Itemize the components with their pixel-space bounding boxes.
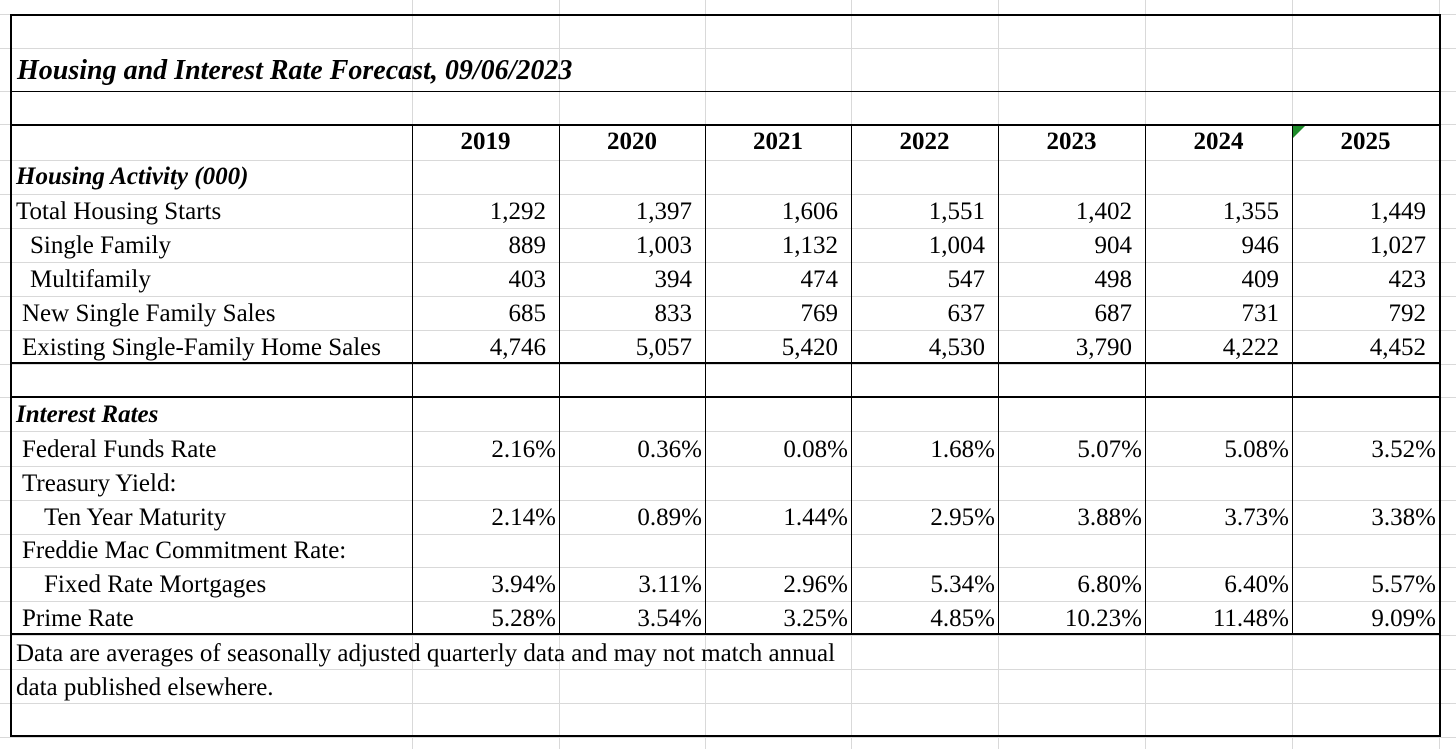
row-label-prime-rate: Prime Rate: [22, 605, 134, 632]
existing-sf-sales-cell-2019[interactable]: 4,746: [489, 334, 546, 361]
total-starts-cell-2019[interactable]: 1,292: [489, 198, 546, 225]
row-label-fed-funds: Federal Funds Rate: [22, 436, 217, 463]
multifamily-cell-2021[interactable]: 474: [800, 266, 839, 293]
new-sf-sales-cell-2024[interactable]: 731: [1241, 300, 1280, 327]
prime-rate-cell-2022[interactable]: 4.85%: [930, 605, 995, 632]
multifamily-cell-2020[interactable]: 394: [654, 266, 693, 293]
new-sf-sales-cell-2022[interactable]: 637: [947, 300, 986, 327]
fed-funds-cell-2025[interactable]: 3.52%: [1371, 436, 1436, 463]
page-title: Housing and Interest Rate Forecast, 09/0…: [17, 55, 573, 86]
row-label-new-sf-sales: New Single Family Sales: [22, 300, 276, 327]
single-family-cell-2019[interactable]: 889: [508, 232, 547, 259]
row-label-existing-sf-sales: Existing Single-Family Home Sales: [22, 334, 382, 361]
ten-year-cell-2021[interactable]: 1.44%: [783, 504, 848, 531]
total-starts-cell-2023[interactable]: 1,402: [1075, 198, 1132, 225]
prime-rate-cell-2021[interactable]: 3.25%: [783, 605, 848, 632]
year-header-2019: 2019: [460, 128, 511, 155]
single-family-cell-2023[interactable]: 904: [1094, 232, 1133, 259]
year-header-2020: 2020: [607, 128, 657, 155]
new-sf-sales-cell-2023[interactable]: 687: [1094, 300, 1133, 327]
ten-year-cell-2024[interactable]: 3.73%: [1224, 504, 1289, 531]
fixed-rate-cell-2023[interactable]: 6.80%: [1077, 571, 1142, 598]
fixed-rate-cell-2022[interactable]: 5.34%: [930, 571, 995, 598]
fed-funds-cell-2022[interactable]: 1.68%: [930, 436, 995, 463]
comment-indicator-icon[interactable]: [1293, 126, 1305, 138]
fixed-rate-cell-2024[interactable]: 6.40%: [1224, 571, 1289, 598]
year-header-2022: 2022: [899, 128, 950, 155]
fixed-rate-cell-2020[interactable]: 3.11%: [638, 571, 702, 598]
prime-rate-cell-2025[interactable]: 9.09%: [1371, 605, 1436, 632]
single-family-cell-2020[interactable]: 1,003: [635, 232, 692, 259]
multifamily-cell-2019[interactable]: 403: [508, 266, 547, 293]
row-label-fixed-rate: Fixed Rate Mortgages: [44, 571, 267, 598]
fixed-rate-cell-2019[interactable]: 3.94%: [491, 571, 556, 598]
housing-section-header: Housing Activity (000): [16, 163, 249, 190]
prime-rate-cell-2020[interactable]: 3.54%: [637, 605, 702, 632]
new-sf-sales-cell-2025[interactable]: 792: [1388, 300, 1427, 327]
fed-funds-cell-2024[interactable]: 5.08%: [1224, 436, 1289, 463]
multifamily-cell-2023[interactable]: 498: [1094, 266, 1133, 293]
existing-sf-sales-cell-2022[interactable]: 4,530: [928, 334, 985, 361]
single-family-cell-2021[interactable]: 1,132: [781, 232, 838, 259]
year-header-2023: 2023: [1046, 128, 1097, 155]
total-starts-cell-2022[interactable]: 1,551: [928, 198, 985, 225]
year-header-2024: 2024: [1193, 128, 1244, 155]
total-starts-cell-2025[interactable]: 1,449: [1369, 198, 1426, 225]
fed-funds-cell-2023[interactable]: 5.07%: [1077, 436, 1142, 463]
rates-section-header: Interest Rates: [16, 401, 159, 428]
footnote-line-1: Data are averages of seasonally adjusted…: [16, 640, 836, 667]
existing-sf-sales-cell-2025[interactable]: 4,452: [1369, 334, 1426, 361]
prime-rate-cell-2019[interactable]: 5.28%: [491, 605, 556, 632]
multifamily-cell-2024[interactable]: 409: [1241, 266, 1280, 293]
ten-year-cell-2019[interactable]: 2.14%: [491, 504, 556, 531]
multifamily-cell-2022[interactable]: 547: [947, 266, 986, 293]
ten-year-cell-2023[interactable]: 3.88%: [1077, 504, 1142, 531]
fixed-rate-cell-2021[interactable]: 2.96%: [783, 571, 848, 598]
footnote-line-2: data published elsewhere.: [16, 674, 274, 701]
row-label-total-starts: Total Housing Starts: [16, 198, 222, 225]
new-sf-sales-cell-2020[interactable]: 833: [654, 300, 693, 327]
existing-sf-sales-cell-2021[interactable]: 5,420: [781, 334, 838, 361]
single-family-cell-2024[interactable]: 946: [1241, 232, 1280, 259]
prime-rate-cell-2023[interactable]: 10.23%: [1064, 605, 1142, 632]
row-label-treasury-yield: Treasury Yield:: [22, 470, 177, 497]
row-label-single-family: Single Family: [30, 232, 171, 259]
total-starts-cell-2020[interactable]: 1,397: [635, 198, 692, 225]
multifamily-cell-2025[interactable]: 423: [1388, 266, 1427, 293]
row-label-freddie-mac: Freddie Mac Commitment Rate:: [22, 537, 347, 564]
ten-year-cell-2025[interactable]: 3.38%: [1371, 504, 1436, 531]
ten-year-cell-2020[interactable]: 0.89%: [637, 504, 702, 531]
fed-funds-cell-2021[interactable]: 0.08%: [783, 436, 848, 463]
existing-sf-sales-cell-2020[interactable]: 5,057: [635, 334, 692, 361]
new-sf-sales-cell-2019[interactable]: 685: [508, 300, 547, 327]
year-header-2021: 2021: [753, 128, 803, 155]
ten-year-cell-2022[interactable]: 2.95%: [930, 504, 995, 531]
single-family-cell-2025[interactable]: 1,027: [1369, 232, 1426, 259]
row-label-multifamily: Multifamily: [30, 266, 151, 293]
existing-sf-sales-cell-2024[interactable]: 4,222: [1222, 334, 1279, 361]
row-label-ten-year: Ten Year Maturity: [44, 504, 227, 531]
total-starts-cell-2021[interactable]: 1,606: [781, 198, 838, 225]
prime-rate-cell-2024[interactable]: 11.48%: [1212, 605, 1289, 632]
single-family-cell-2022[interactable]: 1,004: [928, 232, 985, 259]
new-sf-sales-cell-2021[interactable]: 769: [800, 300, 839, 327]
fed-funds-cell-2019[interactable]: 2.16%: [491, 436, 556, 463]
fixed-rate-cell-2025[interactable]: 5.57%: [1371, 571, 1436, 598]
total-starts-cell-2024[interactable]: 1,355: [1222, 198, 1279, 225]
year-header-2025: 2025: [1340, 128, 1391, 155]
fed-funds-cell-2020[interactable]: 0.36%: [637, 436, 702, 463]
existing-sf-sales-cell-2023[interactable]: 3,790: [1075, 334, 1132, 361]
